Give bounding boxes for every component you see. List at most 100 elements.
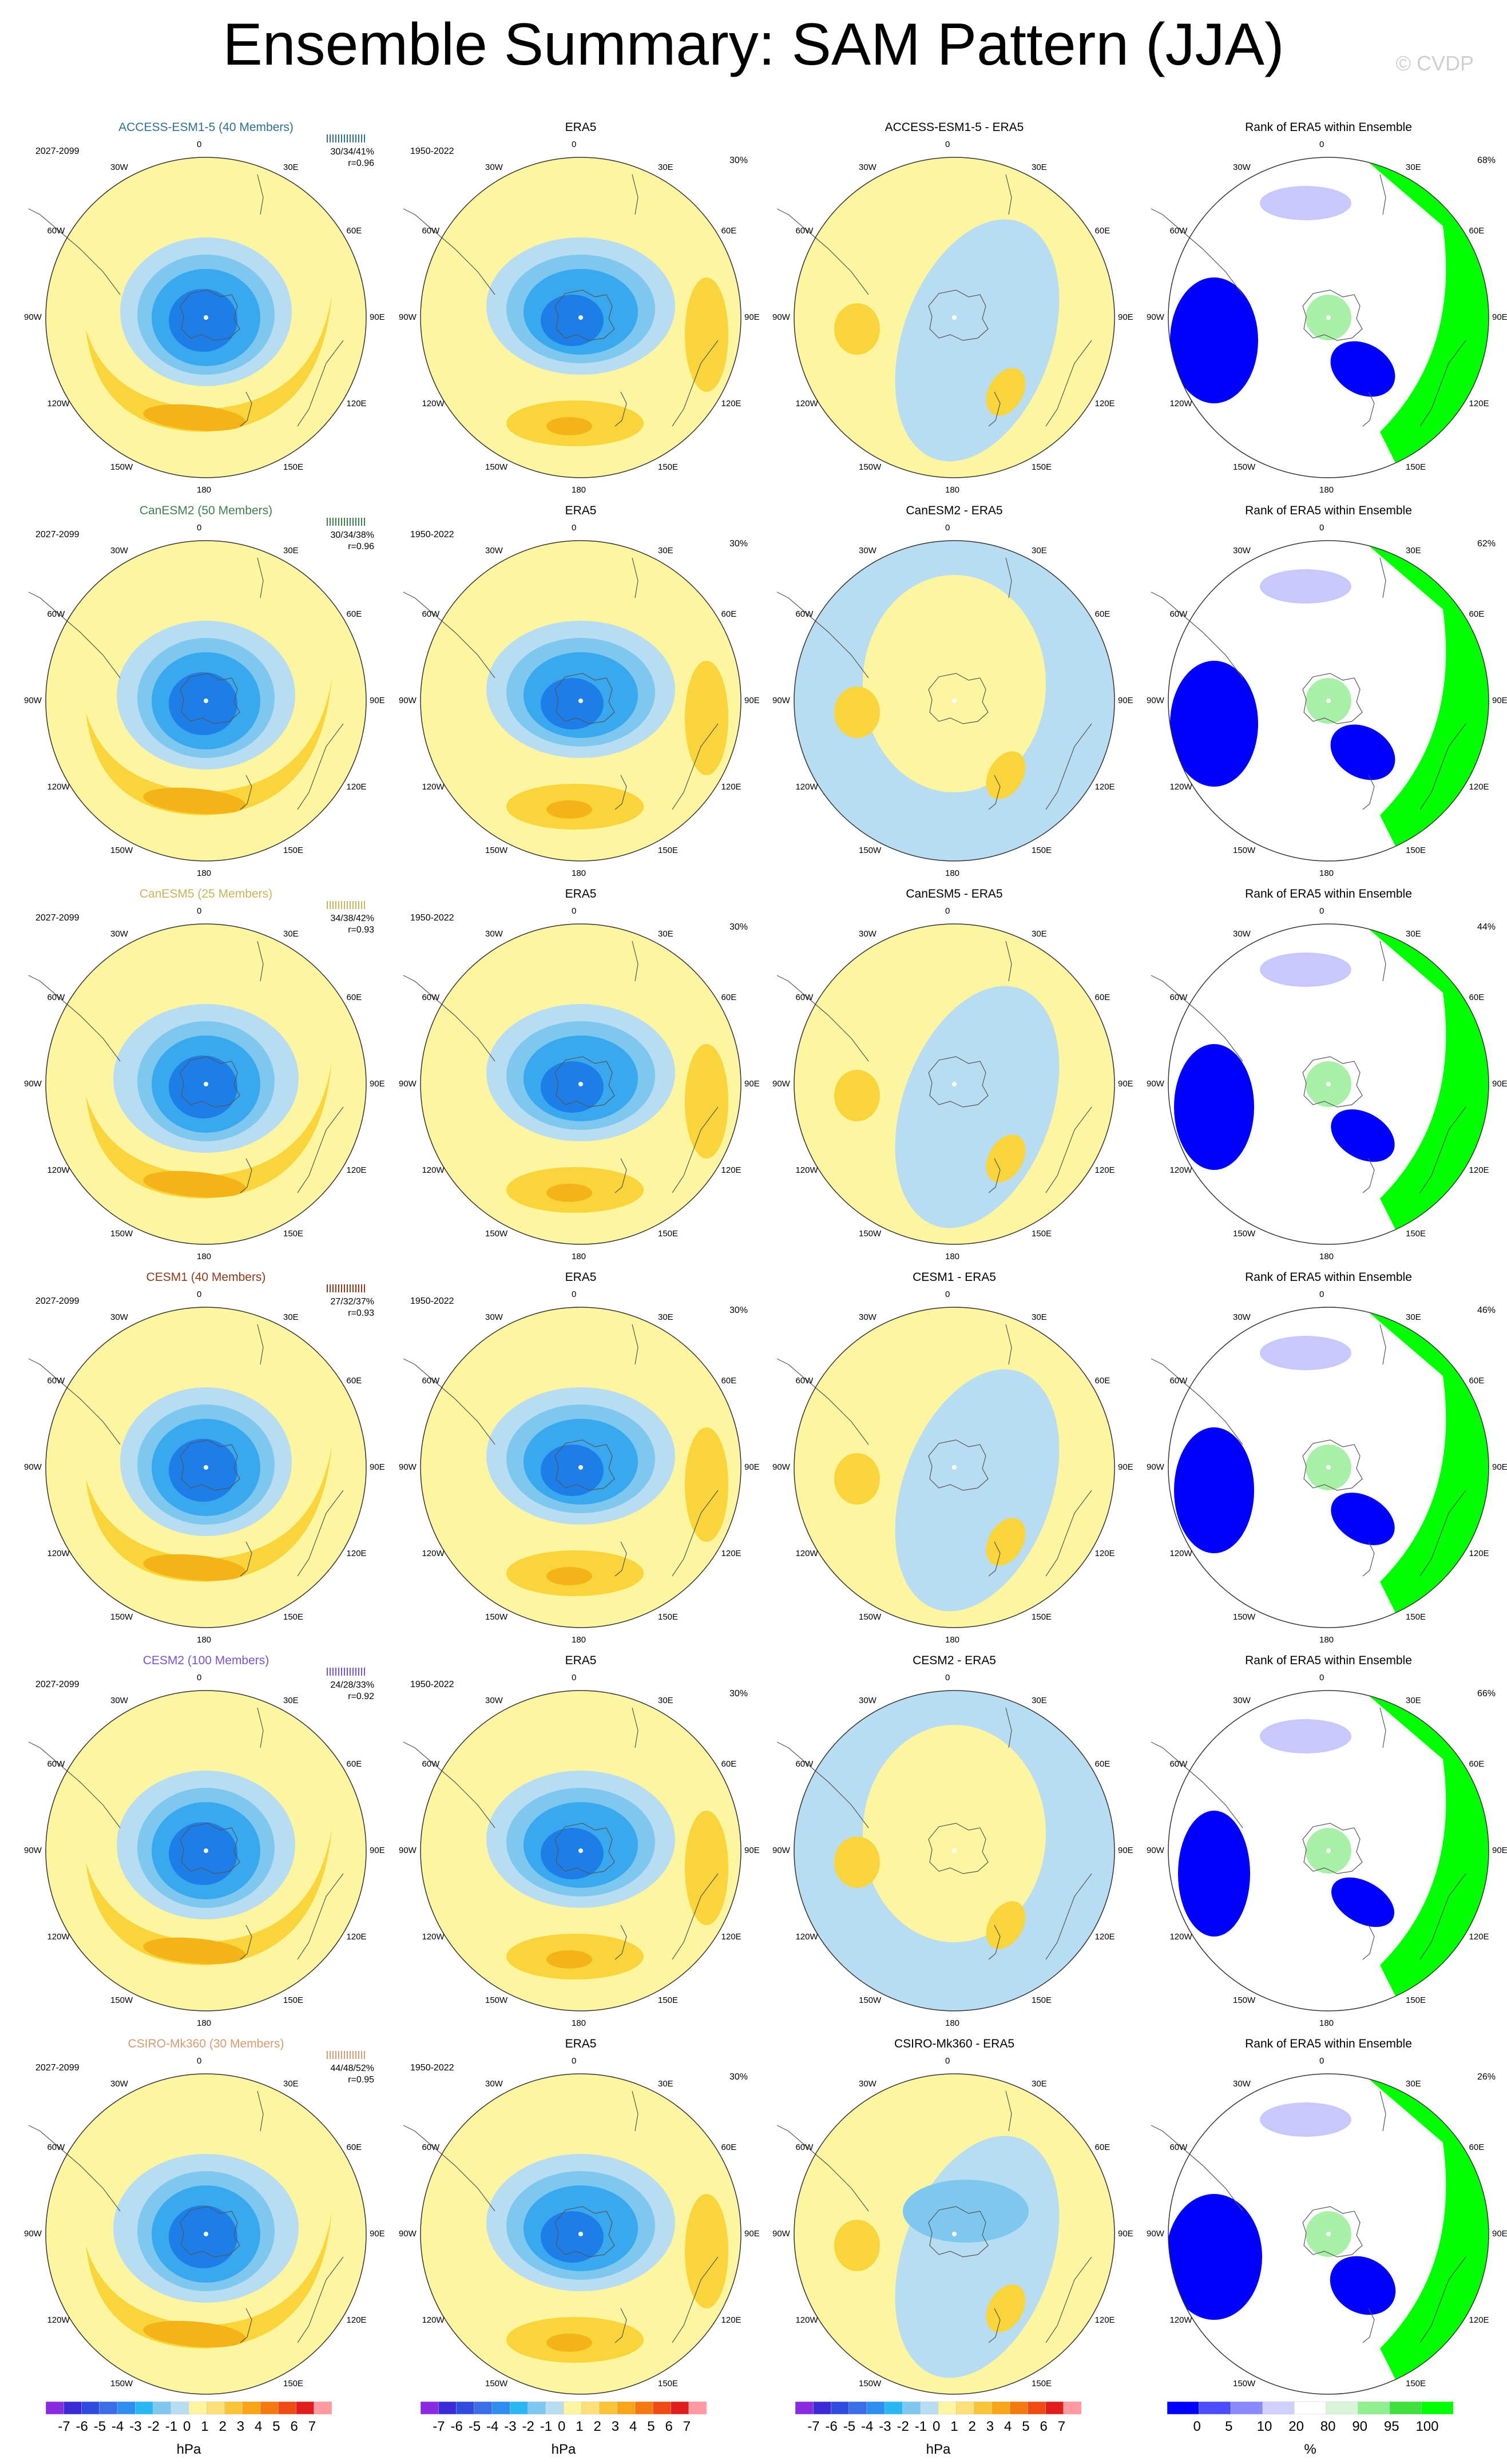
longitude-label: 180 (945, 1635, 960, 1645)
colorbar-model: -7 -6 -5 -4 -3 -2 -1 0 1 2 3 4 5 6 7 hPa (45, 2397, 332, 2460)
longitude-label: 150W (110, 2378, 133, 2388)
longitude-label: 0 (572, 2056, 577, 2066)
colorbar-tick-label: -5 (843, 2419, 856, 2434)
cvdp-watermark: © CVDP (1395, 51, 1474, 75)
longitude-label: 90W (24, 312, 42, 322)
colorbar-tick-label: -7 (433, 2419, 445, 2434)
pattern-stats: 27/32/37% r=0.93 (330, 1296, 374, 1319)
colorbar-tick-label: -5 (93, 2419, 106, 2434)
colorbar-swatch (153, 2401, 172, 2415)
colorbar-tick-label: -6 (825, 2419, 838, 2434)
obs-period-label: 1950-2022 (410, 1680, 454, 1689)
longitude-label: 120E (1469, 399, 1489, 408)
longitude-label: 150E (658, 1228, 679, 1239)
negative-anomaly-core (169, 289, 237, 352)
negative-anomaly-core (169, 1822, 237, 1885)
longitude-label: 60W (422, 1759, 440, 1769)
map-border (794, 540, 1115, 862)
colorbar-swatches (1167, 2401, 1454, 2415)
colorbar-swatch (1421, 2401, 1454, 2415)
polar-map (403, 1307, 741, 1628)
longitude-label: 30E (1406, 1312, 1421, 1323)
polar-map (403, 540, 741, 862)
colorbar-swatch (314, 2401, 332, 2415)
colorbar-swatch (813, 2401, 832, 2415)
colorbar-tick-label: -3 (879, 2419, 891, 2434)
ensemble-tick-strip (327, 2051, 365, 2059)
model-title: CSIRO-Mk360 (30 Members) (128, 2037, 284, 2050)
colorbar-tick-label: 3 (986, 2419, 994, 2434)
colorbar-swatch (563, 2401, 582, 2415)
coastline (29, 174, 344, 427)
longitude-label: 60W (1169, 993, 1188, 1002)
longitude-label: 150E (283, 1228, 304, 1239)
longitude-label: 150W (1233, 462, 1256, 472)
negative-anomaly-core (541, 1445, 604, 1496)
coastline (403, 941, 719, 1193)
correlation: r=0.93 (348, 1308, 374, 1318)
polar-map (1151, 1690, 1489, 2011)
panel-diff: CanESM5 - ERA5 0 30E 60E 90E 120E 150E 180 150W 1… (772, 887, 1133, 1264)
colorbar-tick-label: -1 (165, 2419, 178, 2434)
longitude-label: 30W (1233, 162, 1251, 173)
longitude-label: 90E (744, 2229, 760, 2239)
longitude-label: 90W (399, 1462, 417, 1472)
longitude-label: 60E (346, 1376, 362, 1386)
rank-pct-label: 66% (1477, 1689, 1496, 1699)
longitude-label: 0 (572, 1289, 577, 1299)
stats-pct: 24/28/33% (330, 1680, 374, 1690)
longitude-label: 90E (370, 1462, 385, 1472)
correlation: r=0.93 (348, 925, 374, 935)
coastline (1151, 2090, 1466, 2343)
colorbar-tick-label: -4 (861, 2419, 874, 2434)
colorbar-swatch (1199, 2401, 1231, 2415)
longitude-label: 150W (485, 845, 508, 855)
longitude-label: 150E (283, 2378, 304, 2388)
positive-anomaly-core (546, 800, 592, 819)
pattern-stats: 34/38/42% r=0.93 (330, 913, 374, 936)
longitude-label: 90E (744, 312, 760, 322)
negative-anomaly-core (541, 1061, 604, 1113)
polar-map (403, 157, 741, 478)
pole-marker (204, 1848, 208, 1853)
longitude-label: 120E (1094, 1165, 1115, 1175)
longitude-label: 60E (346, 226, 362, 236)
rank-low-west (1168, 2194, 1262, 2320)
coastline (1151, 1707, 1466, 1960)
panel-rank: Rank of ERA5 within Ensemble 66% 0 30E 60E 90… (1147, 1653, 1507, 2031)
longitude-label: 30W (485, 546, 503, 556)
longitude-label: 30W (859, 2079, 877, 2089)
colorbar-swatch (260, 2401, 279, 2415)
longitude-label: 90W (399, 1846, 417, 1855)
model-title: CESM2 (100 Members) (142, 1654, 269, 1667)
ensemble-tick-strip (327, 1284, 365, 1292)
polar-map (29, 1690, 367, 2011)
colorbar-swatch (1358, 2401, 1390, 2415)
longitude-label: 60E (1469, 1759, 1485, 1769)
positive-anomaly-core (143, 1937, 246, 1965)
positive-difference-region (863, 1725, 1046, 1942)
polar-map (29, 923, 367, 1245)
longitude-label: 120W (795, 399, 818, 408)
longitude-label: 180 (945, 868, 960, 878)
longitude-label: 30W (110, 929, 128, 939)
pole-marker (1326, 1465, 1331, 1470)
colorbar-tick-label: 2 (968, 2419, 976, 2434)
colorbar-swatch (1167, 2401, 1200, 2415)
longitude-label: 30W (1233, 1696, 1251, 1706)
colorbar-swatch (1045, 2401, 1064, 2415)
colorbar-unit: % (1304, 2442, 1316, 2457)
positive-anomaly-east (685, 1044, 728, 1158)
positive-difference-west (834, 1453, 880, 1505)
colorbar-tick-label: 4 (255, 2419, 263, 2434)
colorbar-swatch (135, 2401, 154, 2415)
longitude-label: 60E (1094, 2142, 1111, 2152)
panel-diff: ACCESS-ESM1-5 - ERA5 0 30E 60E 90E 120E 150E 18… (772, 120, 1133, 498)
longitude-label: 0 (1319, 906, 1324, 916)
colorbar-tick-label: 4 (629, 2419, 637, 2434)
longitude-label: 30W (110, 2079, 128, 2089)
positive-difference-region (863, 575, 1046, 792)
longitude-label: 30E (658, 929, 673, 939)
longitude-label: 150W (110, 462, 133, 472)
positive-anomaly-ring (86, 678, 332, 815)
